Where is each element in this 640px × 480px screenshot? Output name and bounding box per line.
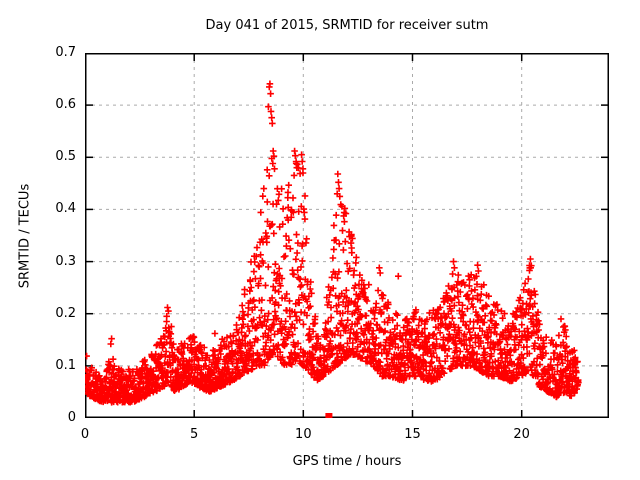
y-tick-label: 0	[67, 410, 76, 425]
y-tick-label: 0.6	[55, 97, 76, 113]
chart-title: Day 041 of 2015, SRMTID for receiver sut…	[205, 18, 489, 33]
scatter-points	[85, 80, 582, 406]
y-tick-label: 0.5	[55, 149, 76, 165]
plot-frame	[85, 53, 609, 418]
plot-area	[85, 53, 609, 418]
y-tick-label: 0.4	[55, 201, 76, 217]
y-tick-label: 0.2	[55, 305, 76, 321]
x-axis-label: GPS time / hours	[292, 454, 402, 469]
y-axis-label: SRMTID / TECUs	[17, 183, 33, 289]
x-tick-label: 10	[295, 427, 312, 442]
x-tick-label: 20	[513, 427, 530, 442]
y-tick-label: 0.7	[55, 45, 76, 60]
y-tick-label: 0.3	[55, 253, 76, 269]
x-tick-label: 5	[190, 427, 199, 442]
square-marker	[325, 413, 333, 418]
x-tick-label: 0	[80, 427, 90, 442]
x-tick-label: 15	[404, 427, 421, 442]
y-tick-label: 0.1	[55, 357, 76, 373]
